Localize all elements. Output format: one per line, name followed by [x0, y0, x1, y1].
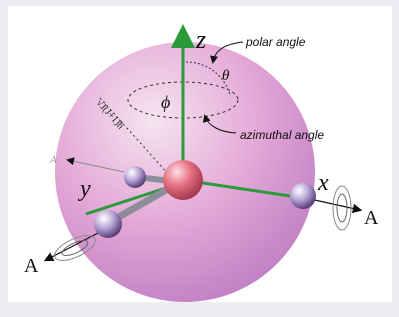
a-right-label: A	[364, 207, 379, 229]
atom	[94, 210, 122, 238]
phi-label: ϕ	[161, 92, 170, 112]
diagram: z polar angle θ ϕ azimuthal angle √J(J+1…	[0, 0, 399, 317]
x-label: x	[317, 170, 329, 196]
azimuthal-angle-label: azimuthal angle	[240, 128, 324, 142]
a-left-label: A	[24, 255, 39, 277]
theta-label: θ	[222, 68, 230, 84]
atom	[290, 183, 316, 209]
page: z polar angle θ ϕ azimuthal angle √J(J+1…	[0, 0, 399, 317]
polar-angle-label: polar angle	[245, 35, 306, 49]
a-back-label: A	[49, 154, 57, 166]
center-atom	[163, 160, 203, 200]
z-label: z	[195, 25, 206, 54]
atom	[124, 166, 146, 188]
y-label: y	[78, 176, 91, 202]
